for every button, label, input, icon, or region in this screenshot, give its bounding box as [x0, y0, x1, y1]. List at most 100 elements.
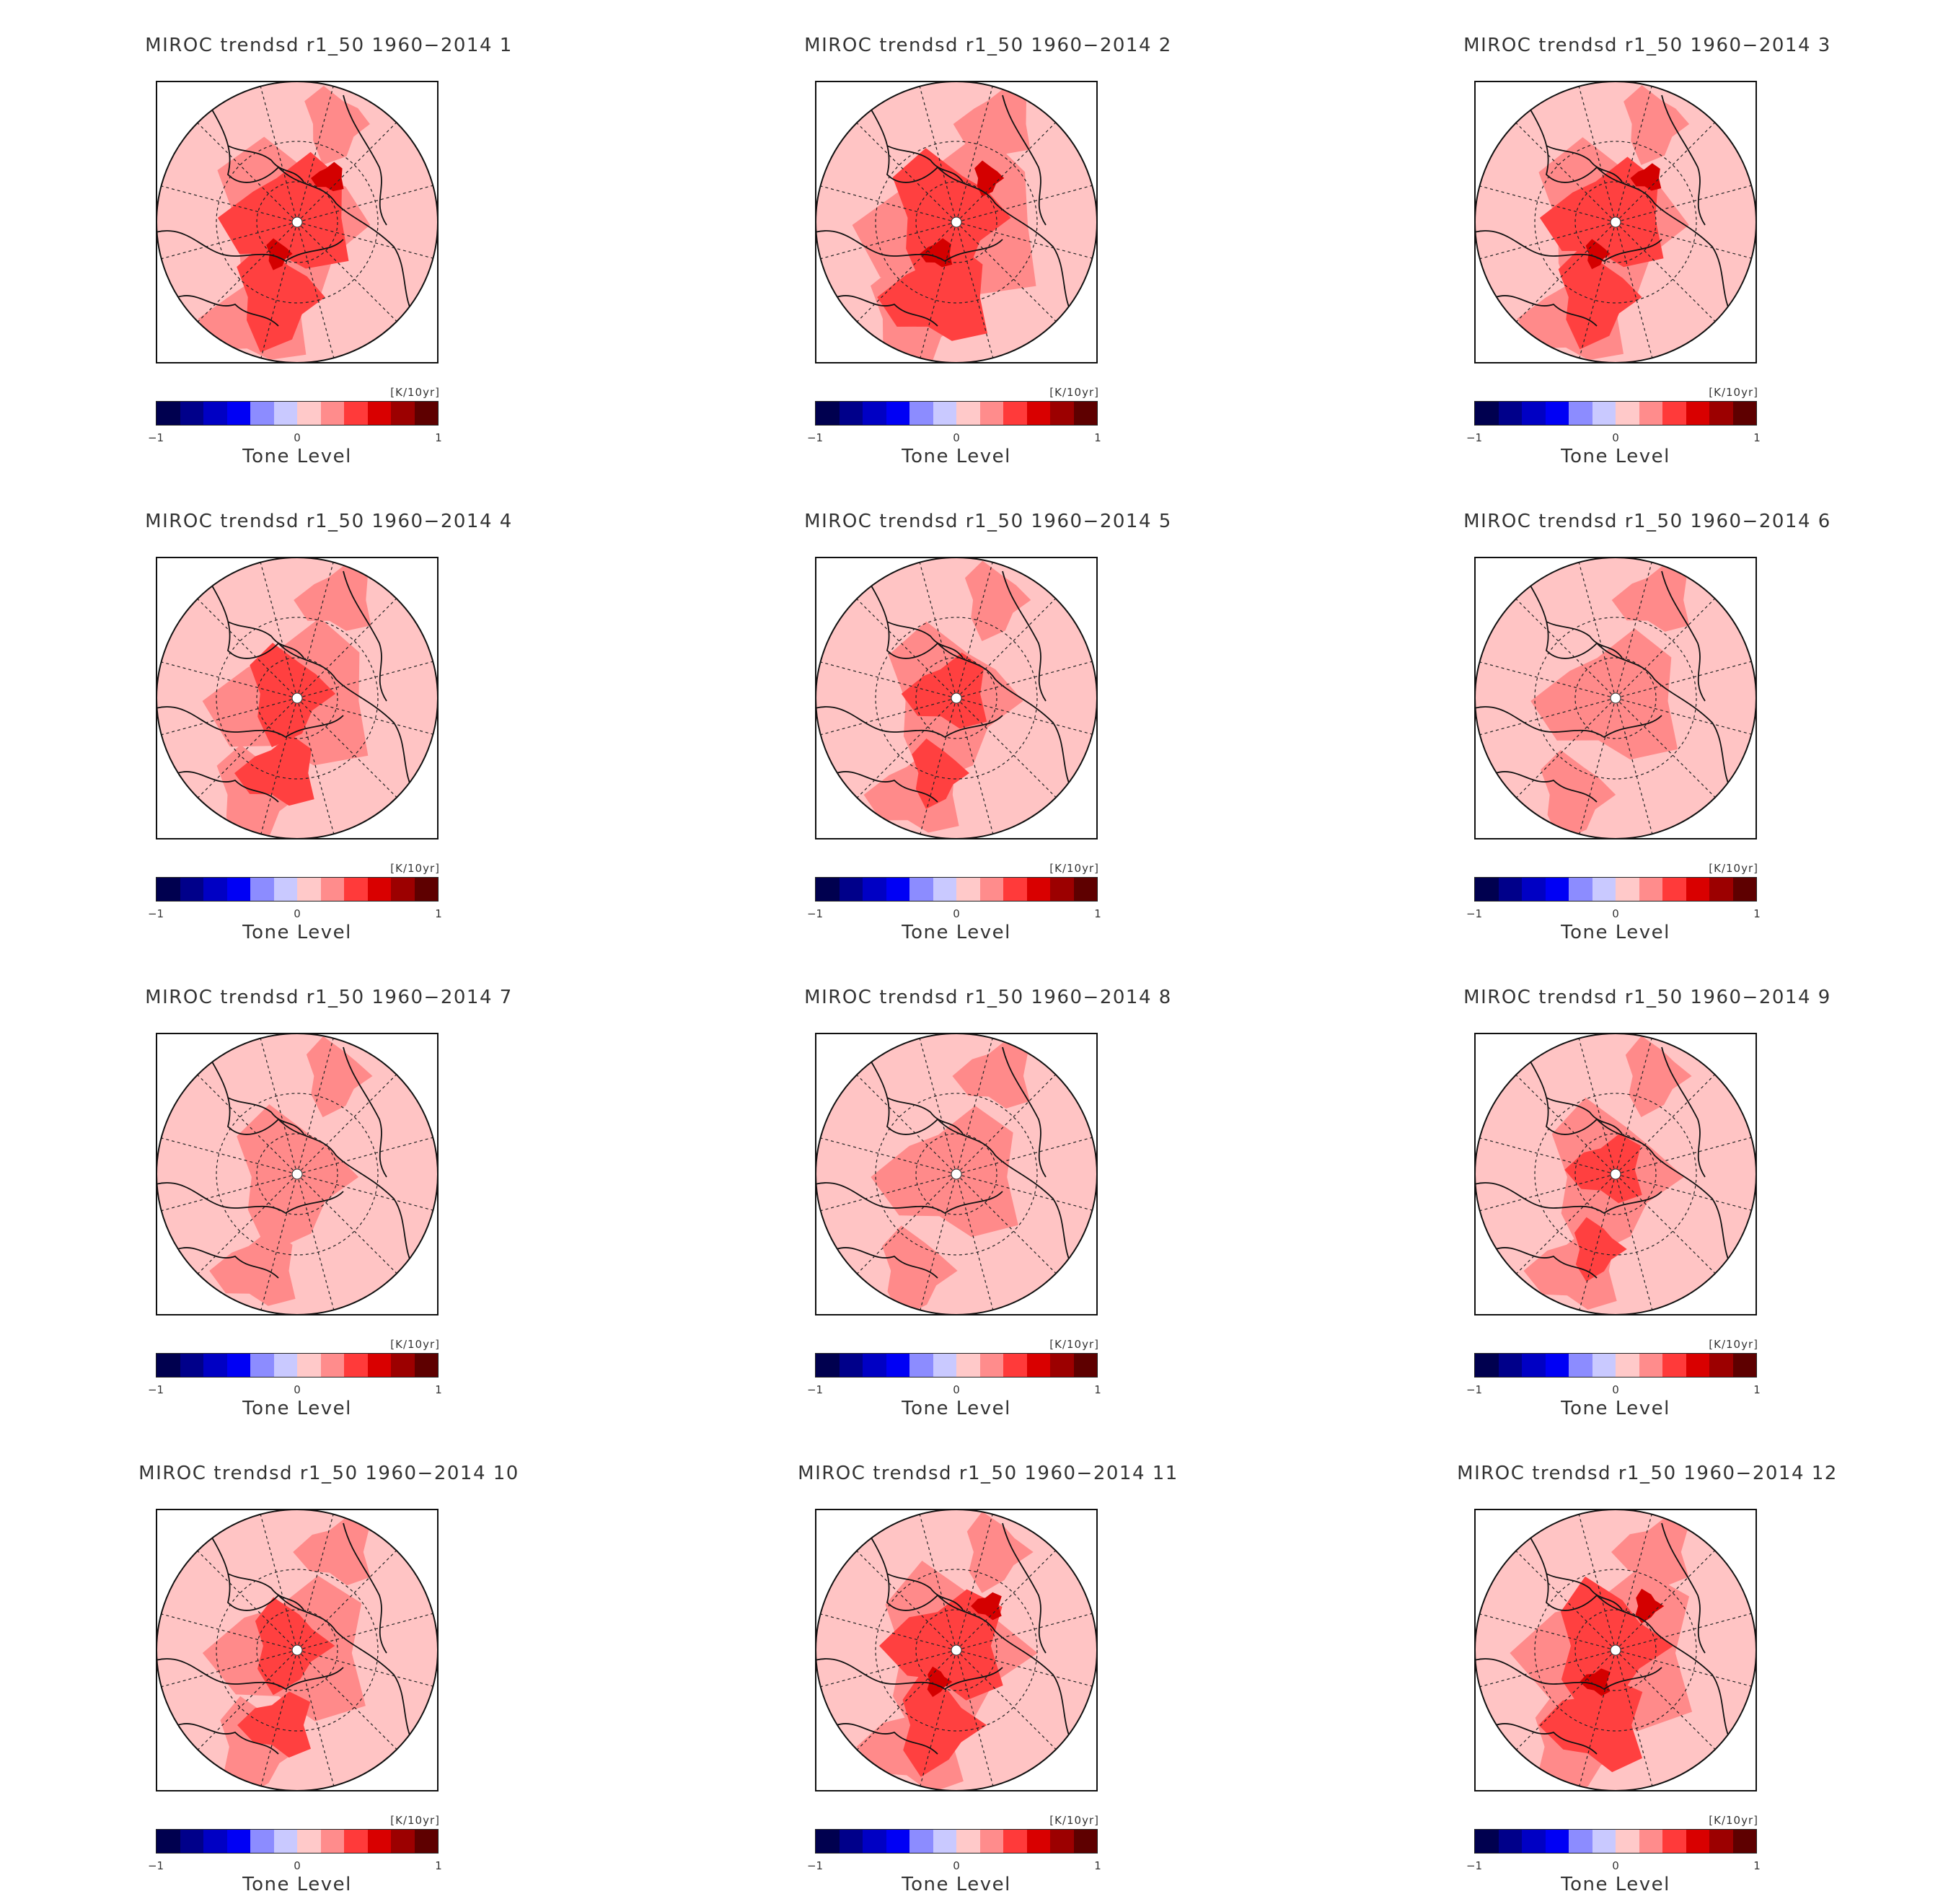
polar-stereographic-map — [815, 1033, 1098, 1315]
colorbar-swatch — [1639, 402, 1662, 425]
colorbar-swatch — [863, 1354, 886, 1377]
colorbar-tick-label: 1 — [435, 1383, 442, 1396]
colorbar-swatch — [414, 1830, 438, 1853]
colorbar-tick-label: 0 — [294, 907, 301, 920]
colorbar-swatch — [203, 1830, 227, 1853]
colorbar-swatch — [933, 402, 956, 425]
colorbar-swatch — [180, 878, 203, 901]
colorbar-swatch — [1026, 402, 1050, 425]
colorbar-tick-label: −1 — [806, 907, 824, 920]
colorbar-tick-label: 0 — [1612, 907, 1619, 920]
colorbar-label: Tone Level — [1561, 446, 1670, 467]
colorbar-tick-label: 1 — [1753, 431, 1761, 444]
panel-title: MIROC trendsd r1_50 1960−2014 8 — [804, 987, 1172, 1008]
colorbar-tick-label: 1 — [1094, 1383, 1101, 1396]
colorbar-swatch — [1686, 878, 1709, 901]
colorbar-swatch — [816, 878, 840, 901]
panel-title: MIROC trendsd r1_50 1960−2014 10 — [138, 1463, 519, 1484]
colorbar — [156, 877, 439, 902]
colorbar-swatch — [1475, 1354, 1499, 1377]
colorbar-label: Tone Level — [242, 1398, 352, 1419]
colorbar-swatch — [1026, 878, 1050, 901]
colorbar-swatch — [863, 1830, 886, 1853]
polar-stereographic-map — [1474, 81, 1757, 363]
colorbar-swatch — [1592, 1830, 1616, 1853]
map-panel: MIROC trendsd r1_50 1960−2014 11 [K/10yr]… — [671, 1428, 1305, 1904]
panel-title: MIROC trendsd r1_50 1960−2014 9 — [1463, 987, 1831, 1008]
polar-stereographic-map — [1474, 1509, 1757, 1791]
colorbar-swatch — [250, 1354, 274, 1377]
colorbar-swatch — [157, 878, 180, 901]
colorbar-unit: [K/10yr] — [1049, 862, 1099, 875]
colorbar-swatch — [1545, 402, 1569, 425]
colorbar-label: Tone Level — [902, 1874, 1011, 1895]
colorbar-swatch — [1522, 1354, 1546, 1377]
colorbar-swatch — [1686, 1830, 1709, 1853]
map-panel: MIROC trendsd r1_50 1960−2014 5 [K/10yr] −… — [671, 476, 1305, 952]
colorbar-tick-label: 1 — [1753, 1383, 1761, 1396]
colorbar-swatch — [956, 1354, 980, 1377]
colorbar-swatch — [1569, 402, 1592, 425]
colorbar-swatch — [391, 878, 415, 901]
colorbar-unit: [K/10yr] — [1709, 386, 1758, 399]
colorbar-swatch — [180, 1830, 203, 1853]
panel-title: MIROC trendsd r1_50 1960−2014 2 — [804, 35, 1172, 56]
map-panel: MIROC trendsd r1_50 1960−2014 8 [K/10yr] −… — [671, 952, 1305, 1428]
map-panel: MIROC trendsd r1_50 1960−2014 1 [K/10yr] −… — [12, 0, 646, 476]
colorbar-swatch — [273, 402, 297, 425]
colorbar-tick-label: 0 — [953, 907, 960, 920]
colorbar-swatch — [157, 1830, 180, 1853]
colorbar-swatch — [909, 402, 933, 425]
colorbar-tick-label: −1 — [147, 1859, 164, 1872]
colorbar-tick-label: 1 — [1753, 1859, 1761, 1872]
colorbar-swatch — [839, 402, 863, 425]
colorbar-unit: [K/10yr] — [390, 1814, 440, 1827]
colorbar-tick-label: 0 — [953, 431, 960, 444]
colorbar-swatch — [979, 402, 1003, 425]
colorbar-swatch — [956, 1830, 980, 1853]
colorbar-tick-label: 0 — [953, 1383, 960, 1396]
colorbar — [815, 1353, 1098, 1378]
colorbar-tick-label: −1 — [806, 431, 824, 444]
colorbar-swatch — [320, 1354, 344, 1377]
colorbar-swatch — [1003, 402, 1027, 425]
colorbar-unit: [K/10yr] — [390, 386, 440, 399]
colorbar-swatch — [886, 1354, 909, 1377]
colorbar-swatch — [203, 878, 227, 901]
colorbar-swatch — [1498, 1354, 1522, 1377]
colorbar-swatch — [1686, 1354, 1709, 1377]
colorbar — [815, 401, 1098, 426]
colorbar-unit: [K/10yr] — [390, 862, 440, 875]
colorbar-tick-label: −1 — [147, 431, 164, 444]
colorbar-tick-label: 0 — [953, 1859, 960, 1872]
colorbar-swatch — [1662, 402, 1686, 425]
colorbar-swatch — [1026, 1830, 1050, 1853]
colorbar-swatch — [979, 878, 1003, 901]
polar-stereographic-map — [815, 557, 1098, 839]
polar-stereographic-map — [1474, 557, 1757, 839]
colorbar-swatch — [1662, 1830, 1686, 1853]
colorbar-swatch — [320, 878, 344, 901]
colorbar-swatch — [1545, 1354, 1569, 1377]
colorbar-tick-label: 0 — [1612, 431, 1619, 444]
colorbar-swatch — [1616, 402, 1639, 425]
colorbar-unit: [K/10yr] — [1049, 1814, 1099, 1827]
colorbar — [815, 877, 1098, 902]
colorbar-swatch — [1073, 1354, 1097, 1377]
colorbar-tick-label: 1 — [1094, 907, 1101, 920]
colorbar-tick-label: −1 — [806, 1383, 824, 1396]
colorbar-swatch — [1498, 402, 1522, 425]
colorbar-swatch — [414, 402, 438, 425]
colorbar-swatch — [367, 402, 391, 425]
colorbar-tick-label: 1 — [435, 1859, 442, 1872]
colorbar-swatch — [250, 402, 274, 425]
colorbar-swatch — [203, 1354, 227, 1377]
colorbar-swatch — [956, 402, 980, 425]
colorbar-swatch — [203, 402, 227, 425]
colorbar-swatch — [391, 1354, 415, 1377]
colorbar-swatch — [320, 1830, 344, 1853]
panel-title: MIROC trendsd r1_50 1960−2014 11 — [798, 1463, 1179, 1484]
colorbar-swatch — [1569, 878, 1592, 901]
colorbar-tick-label: 0 — [1612, 1383, 1619, 1396]
polar-stereographic-map — [815, 1509, 1098, 1791]
